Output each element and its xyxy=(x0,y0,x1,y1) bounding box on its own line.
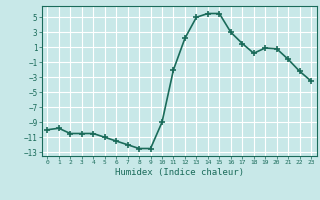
X-axis label: Humidex (Indice chaleur): Humidex (Indice chaleur) xyxy=(115,168,244,177)
